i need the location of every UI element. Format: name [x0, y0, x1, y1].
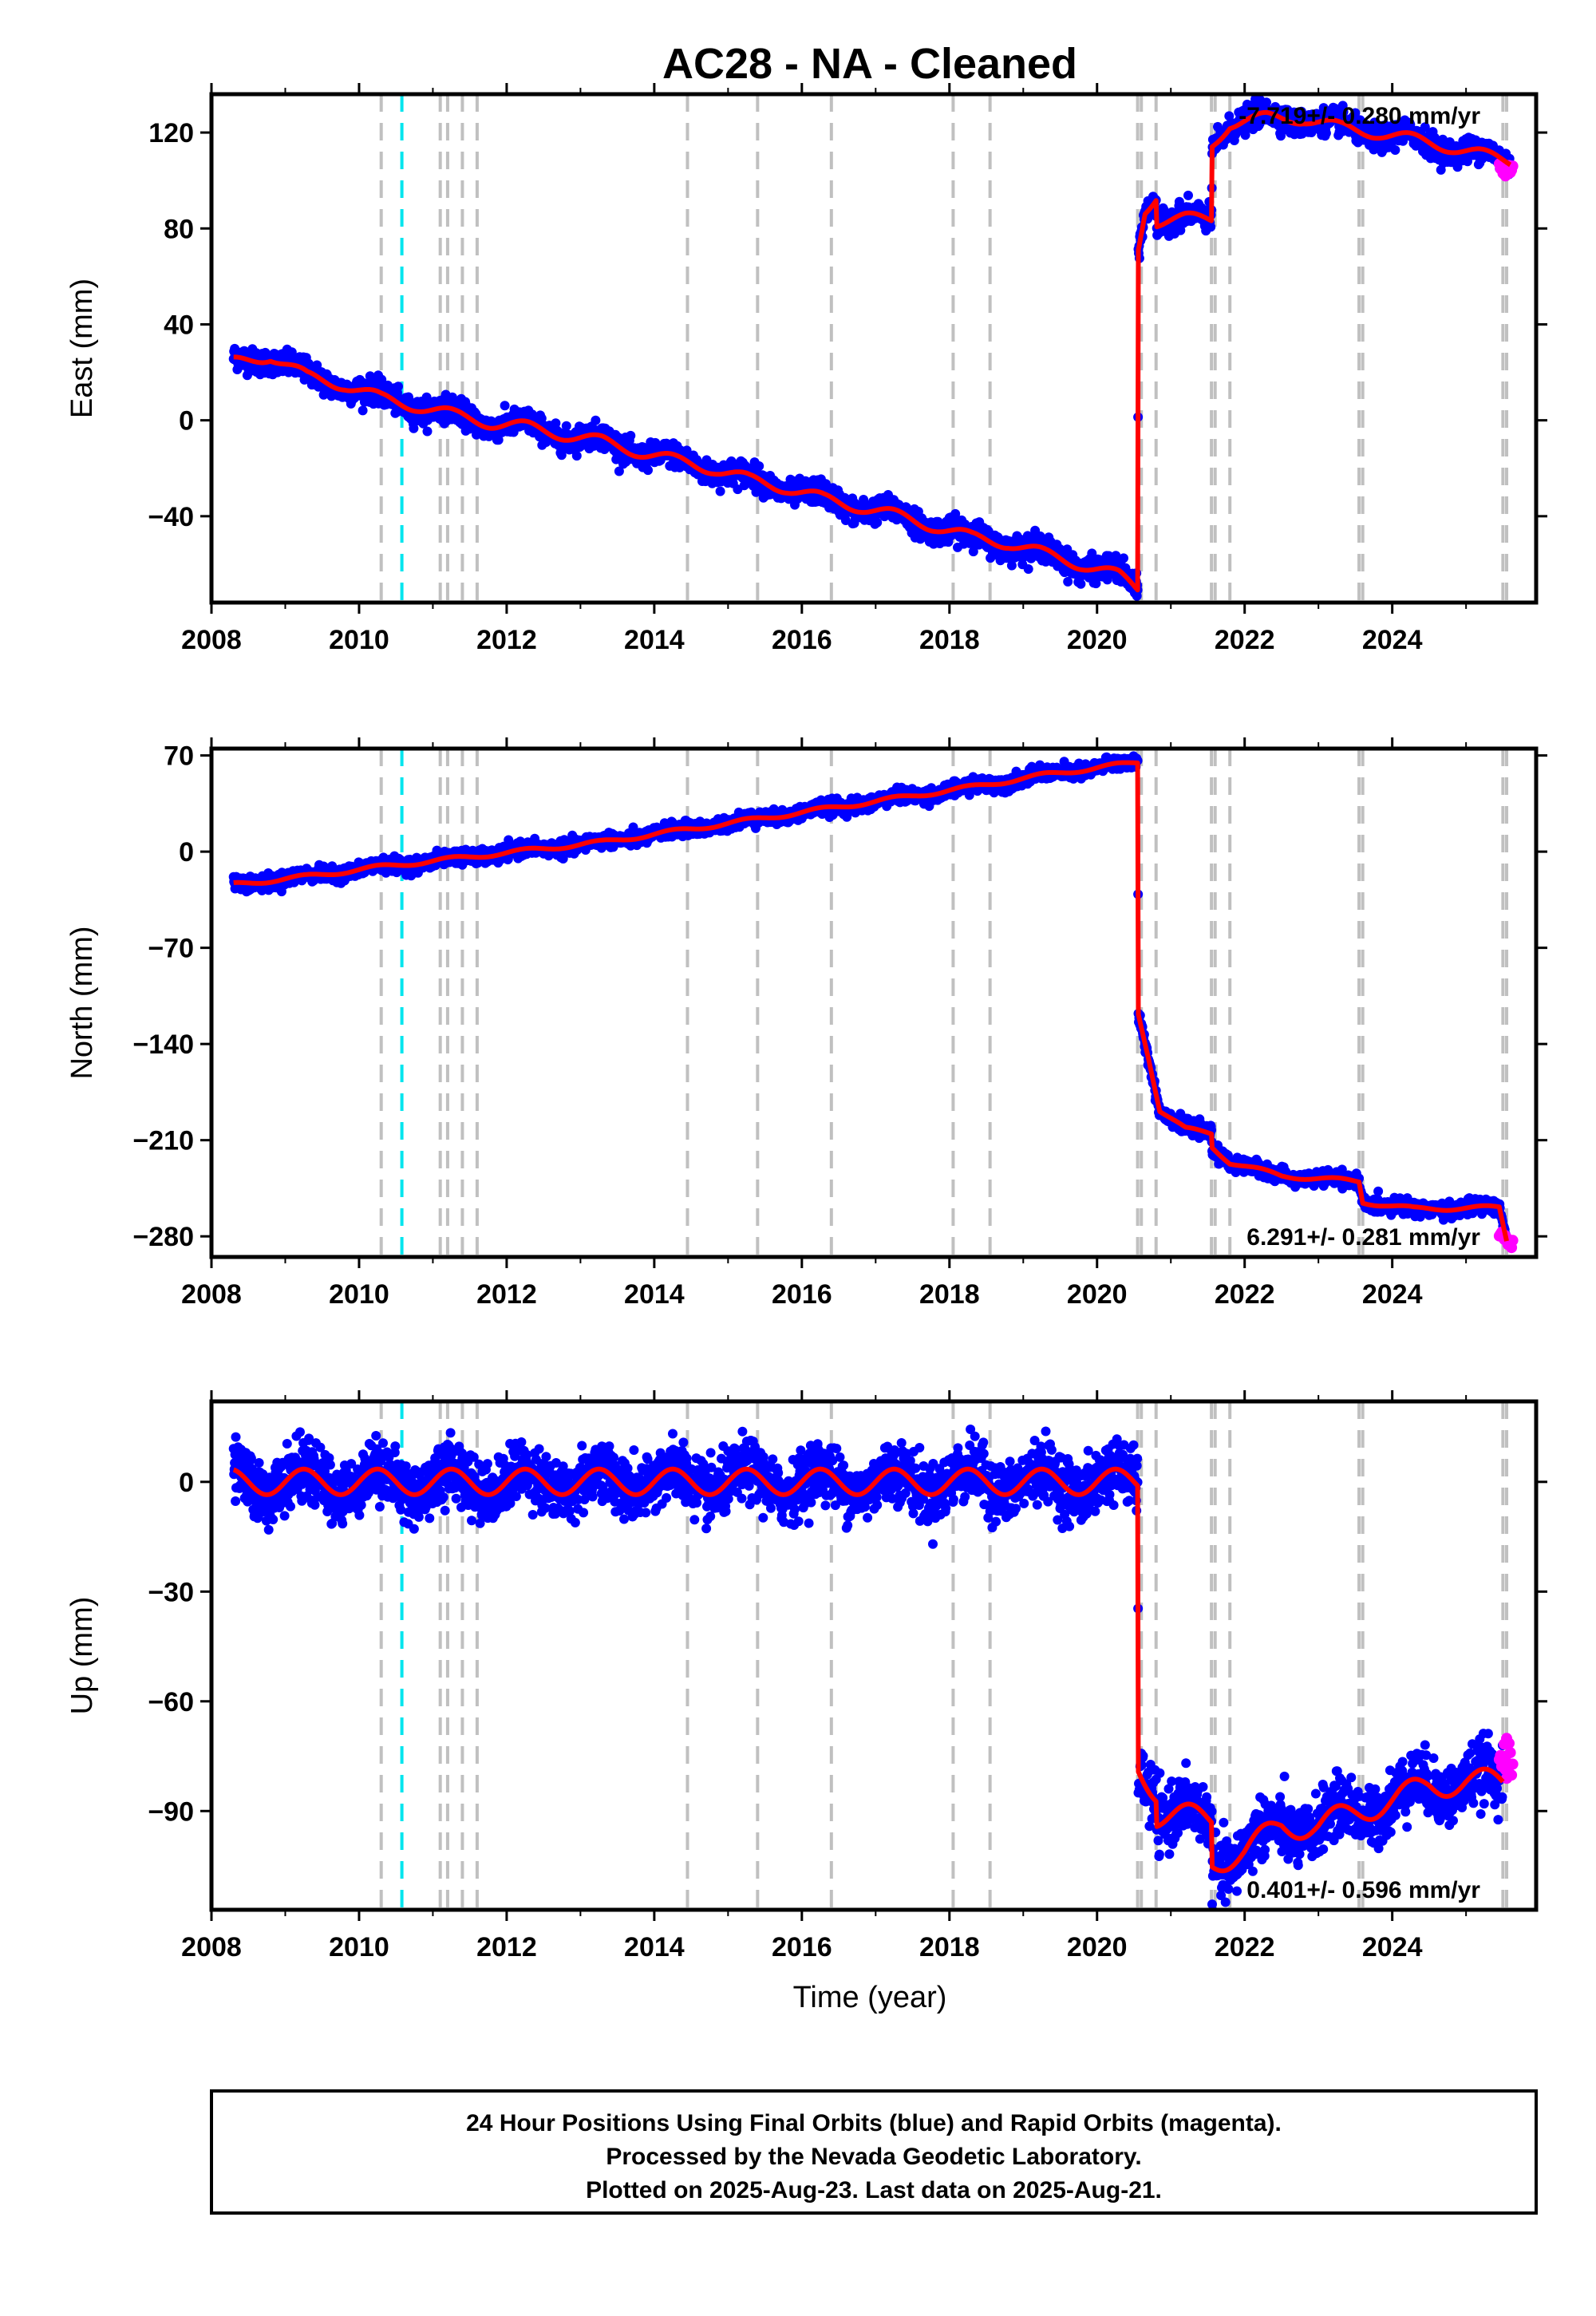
- data-point: [681, 445, 692, 456]
- data-point: [1321, 128, 1331, 138]
- data-point: [1463, 156, 1472, 167]
- data-point: [358, 405, 368, 416]
- data-point: [591, 415, 601, 425]
- x-tick-label: 2012: [476, 625, 537, 655]
- data-point: [614, 466, 624, 476]
- data-point: [1390, 145, 1400, 155]
- x-tick-label: 2014: [624, 625, 685, 655]
- final-orbit-points-north: [228, 751, 1511, 1244]
- data-point: [968, 547, 978, 557]
- x-tick-label: 2010: [329, 625, 389, 655]
- x-tick-label: 2020: [1067, 625, 1128, 655]
- data-point: [493, 435, 504, 445]
- data-point: [1350, 108, 1361, 118]
- y-tick-label: 0: [179, 406, 194, 437]
- rate-annotation-east: -7.719+/- 0.280 mm/yr: [1238, 103, 1480, 129]
- data-point: [643, 465, 653, 476]
- chart-title: AC28 - NA - Cleaned: [662, 40, 1077, 88]
- data-point: [571, 451, 582, 461]
- y-tick-label: −40: [148, 502, 194, 532]
- panel-north: 2008 2010 2012 2014 2016 2018 2020 2022 2024−280…: [65, 737, 1547, 1310]
- data-point: [626, 430, 636, 441]
- y-axis-label-east: East (mm): [65, 279, 99, 418]
- data-point: [1063, 576, 1073, 587]
- data-point: [393, 381, 403, 392]
- data-point: [715, 486, 725, 496]
- plot-area-north: [228, 749, 1519, 1257]
- x-tick-label: 2016: [772, 625, 832, 655]
- x-tick-label: 2008: [181, 625, 242, 655]
- data-point: [754, 461, 764, 471]
- data-point: [561, 421, 571, 431]
- data-point: [1420, 122, 1430, 132]
- y-tick-label: 120: [148, 118, 194, 148]
- data-point: [1206, 222, 1216, 232]
- panels-group: 2008 2010 2012 2014 2016 2018 2020 2022 2024 −40 0…: [65, 83, 1547, 1962]
- data-point: [409, 423, 419, 433]
- y-tick-label: 40: [164, 310, 194, 340]
- x-tick-label: 2024: [1362, 625, 1423, 655]
- final-orbit-points-east: [228, 94, 1515, 601]
- data-point: [1023, 564, 1033, 574]
- y-tick-label: 80: [164, 214, 194, 244]
- data-point: [422, 426, 433, 437]
- panel-east: 2008 2010 2012 2014 2016 2018 2020 2022 2024 −40 0…: [65, 83, 1547, 655]
- plot-frame: [209, 92, 1539, 605]
- data-point: [1006, 560, 1017, 571]
- plot-area-east: [228, 94, 1519, 603]
- data-point: [1076, 579, 1086, 589]
- data-point: [1224, 111, 1235, 121]
- data-point: [1087, 548, 1097, 559]
- data-point: [556, 450, 567, 460]
- data-point: [500, 401, 510, 411]
- data-point: [312, 360, 322, 370]
- data-point: [872, 517, 883, 528]
- data-point: [1119, 553, 1128, 563]
- x-tick-label: 2018: [919, 625, 980, 655]
- data-point: [1183, 190, 1193, 200]
- model-fit-line-east: [231, 109, 1512, 593]
- x-tick-label: 2022: [1215, 625, 1275, 655]
